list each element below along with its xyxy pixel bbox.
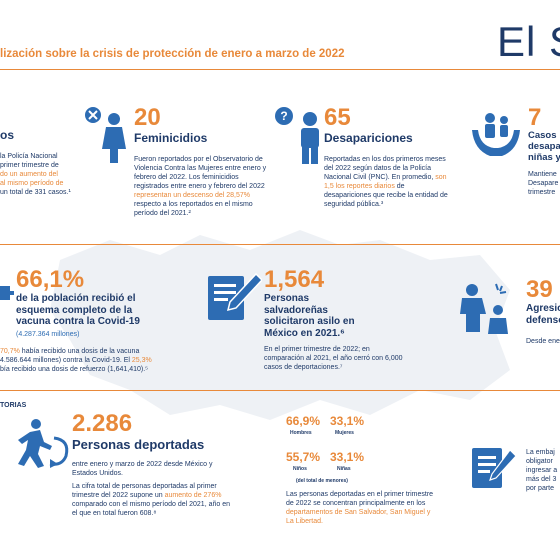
document-pen-icon	[208, 272, 262, 320]
row1-divider	[0, 244, 560, 245]
feminicidios-text: Fueron reportados por el Observatorio de…	[134, 156, 267, 217]
signed-document-icon	[472, 448, 516, 488]
vacuna-text: 70,7% había recibido una dosis de la vac…	[0, 348, 152, 373]
feminicidios-number: 20	[134, 104, 161, 131]
vacuna-number: 66,1%	[16, 266, 85, 293]
col4-row3-text: La embaj obligator ingresar a más del 3 …	[526, 449, 558, 492]
report-title: lización sobre la crisis de protección d…	[0, 48, 345, 60]
col1-text: la Policía Nacional primer trimestre de …	[0, 153, 71, 196]
vacuna-sub: (4.287.364 millones)	[16, 331, 80, 338]
ninas-percent: 33,1%	[330, 450, 365, 464]
hombres-label: Hombres	[290, 430, 312, 436]
hombres-percent: 66,9%	[286, 414, 321, 428]
agresiones-text: Desde ene	[526, 338, 560, 345]
el-salvador-map-background	[50, 230, 510, 420]
menores-note: (del total de menores)	[296, 478, 348, 484]
feminicidios-label: Feminicidios	[134, 131, 208, 145]
hands-children-icon	[472, 113, 520, 156]
agresiones-label: Agresio defenso	[526, 303, 560, 326]
svg-text:?: ?	[280, 109, 287, 123]
agresiones-number: 39	[526, 276, 553, 303]
ninos-percent: 55,7%	[286, 450, 321, 464]
deportadas-number: 2.286	[72, 410, 133, 437]
aggression-icon	[460, 283, 508, 334]
asilo-number: 1,564	[264, 266, 325, 293]
deported-person-icon	[18, 419, 69, 468]
header-divider	[0, 69, 560, 70]
asilo-label: Personas salvadoreñas solicitaron asilo …	[264, 293, 355, 339]
col4-number: 7	[528, 104, 542, 131]
deportadas-text1: entre enero y marzo de 2022 desde México…	[72, 461, 213, 477]
row2-divider	[0, 390, 560, 391]
mujeres-percent: 33,1%	[330, 414, 365, 428]
desapariciones-number: 65	[324, 104, 351, 131]
ninas-label: Niñas	[337, 466, 351, 472]
asilo-text: En el primer trimestre de 2022; en compa…	[264, 346, 403, 371]
desapariciones-text: Reportadas en los dos primeros meses del…	[324, 156, 448, 208]
person-question-icon: ?	[275, 107, 319, 164]
section-label: TORIAS	[0, 402, 27, 409]
deportadas-text2: La cifra total de personas deportadas al…	[72, 483, 230, 517]
col1-label: os	[0, 128, 15, 142]
brand-title: El S	[497, 18, 560, 65]
deportadas-label: Personas deportadas	[72, 437, 205, 452]
mujeres-label: Mujeres	[335, 430, 354, 436]
ninos-label: Niños	[293, 466, 307, 472]
woman-cross-icon	[85, 107, 126, 163]
col4-text: Mantiene Desapare trimestre	[528, 171, 559, 196]
vacuna-label: de la población recibió el esquema compl…	[16, 293, 140, 327]
desapariciones-label: Desapariciones	[324, 131, 413, 145]
vaccine-icon	[0, 286, 14, 300]
stats-text: Las personas deportadas en el primer tri…	[286, 491, 434, 525]
col4-label: Casos desapa niñas y	[528, 130, 560, 163]
